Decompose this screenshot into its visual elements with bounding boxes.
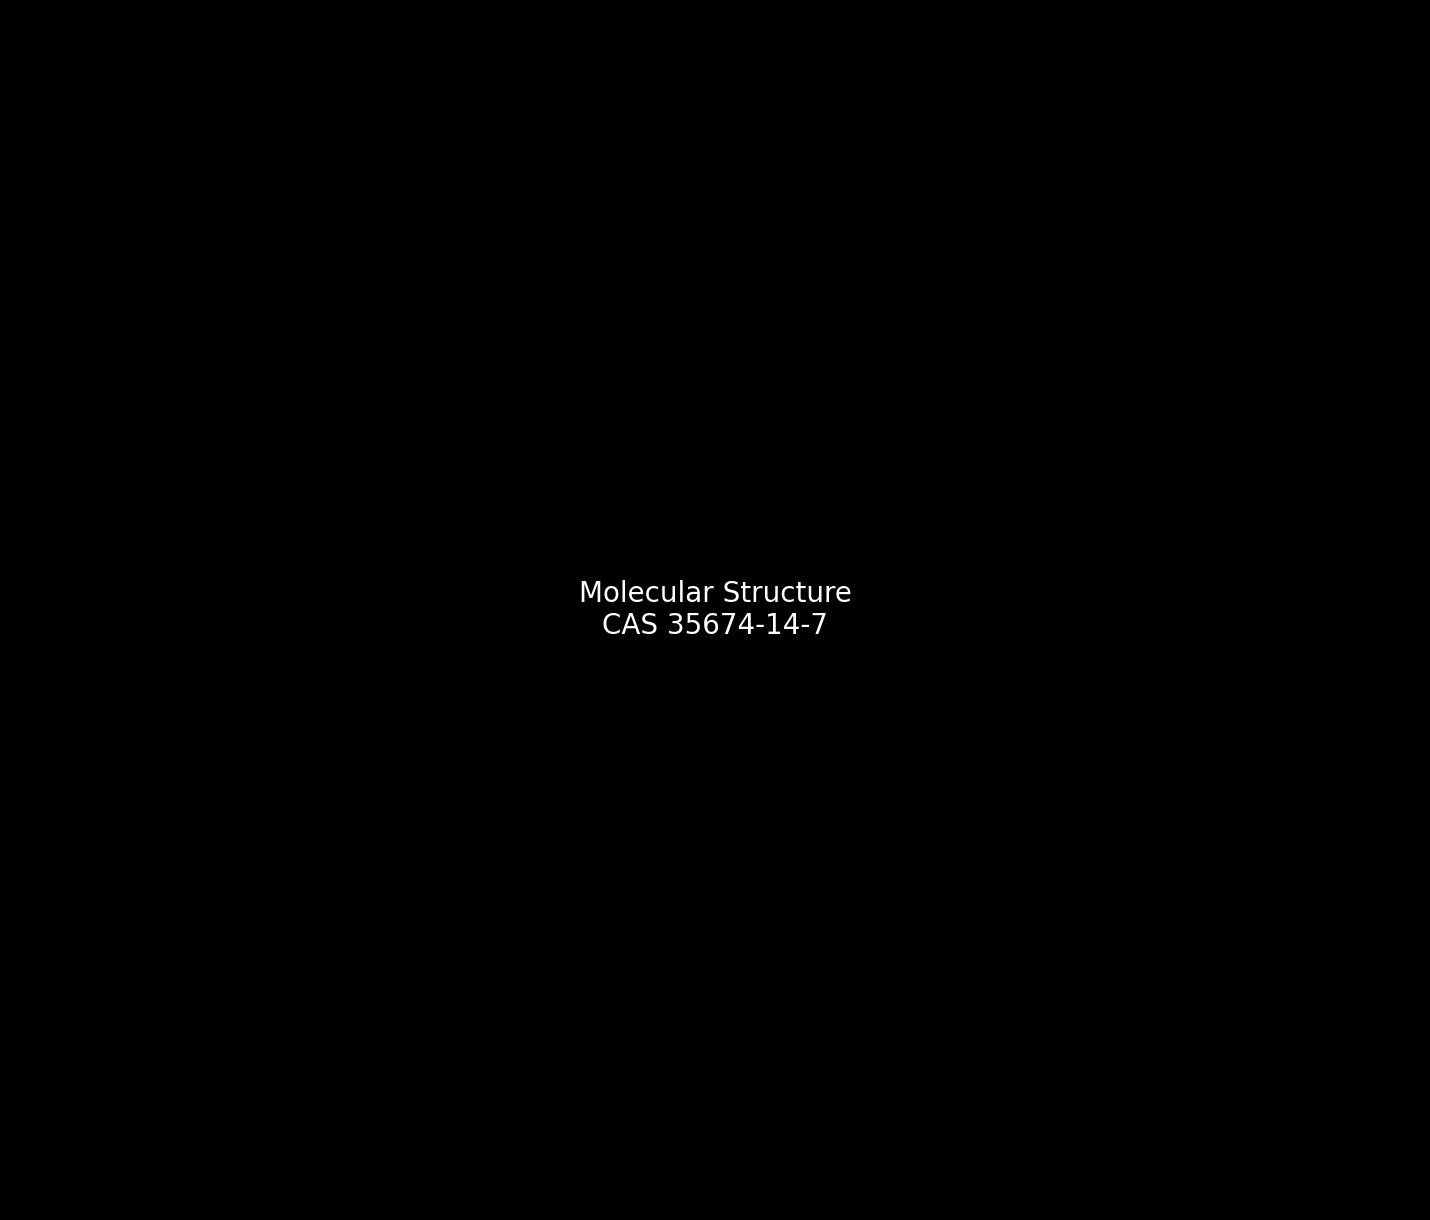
Text: Molecular Structure
CAS 35674-14-7: Molecular Structure CAS 35674-14-7 <box>579 580 851 640</box>
